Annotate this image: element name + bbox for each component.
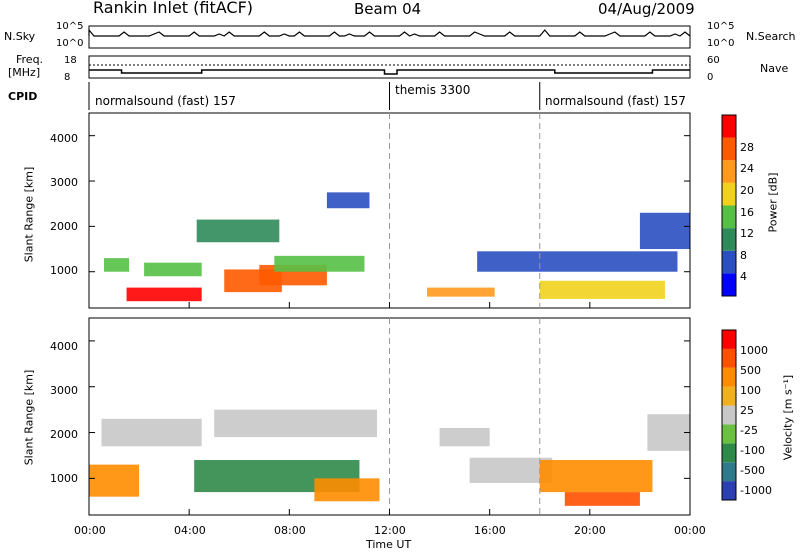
nave-tick-low: 0	[707, 72, 714, 83]
power-colorbar-frame	[721, 114, 737, 297]
velocity-colorbar-swatch	[722, 386, 736, 406]
power-colorbar-swatch	[722, 205, 736, 229]
power-echo-region	[477, 251, 678, 272]
xtick-2000: 20:00	[574, 524, 606, 537]
xtick-0000: 00:00	[74, 524, 106, 537]
velocity-cb-tick-500: 500	[740, 364, 761, 377]
power-cb-tick-28: 28	[740, 141, 754, 154]
power-echo-region	[144, 262, 202, 277]
power-colorbar-swatch	[722, 115, 736, 138]
freq-label: Freq.	[16, 53, 44, 66]
xtick-1200: 12:00	[374, 524, 406, 537]
nsearch-label: N.Search	[746, 30, 796, 43]
power-echo-region	[427, 287, 495, 297]
velocity-echo-region	[539, 460, 653, 493]
velocity-ylabel: Slant Range [km]	[22, 369, 36, 466]
power-colorbar-swatch	[722, 250, 736, 274]
power-ytick-2000: 2000	[50, 220, 78, 233]
velocity-echo-region	[469, 457, 553, 483]
velocity-ytick-3000: 3000	[50, 384, 78, 397]
x-axis-label: Time UT	[366, 538, 412, 551]
nsky-label: N.Sky	[4, 30, 36, 43]
power-echo-region	[104, 258, 130, 272]
nsearch-tick-high: 10^5	[707, 21, 735, 32]
freq-unit-label: [MHz]	[8, 66, 41, 79]
power-echo-region	[196, 219, 280, 243]
velocity-cb-tick-neg100: -100	[740, 444, 765, 457]
xtick-1600: 16:00	[474, 524, 506, 537]
velocity-echo-region	[314, 478, 380, 502]
velocity-cb-tick-1000: 1000	[740, 344, 768, 357]
cpid-segment-1: normalsound (fast) 157	[95, 94, 236, 108]
velocity-cb-tick-25: 25	[740, 404, 754, 417]
xtick-0400: 04:00	[174, 524, 206, 537]
date-title: 04/Aug/2009	[598, 0, 695, 18]
velocity-colorbar-label: Velocity [m s⁻¹]	[781, 374, 795, 461]
nsky-tick-low: 10^0	[56, 38, 84, 49]
velocity-colorbar-swatch	[722, 443, 736, 463]
power-ytick-4000: 4000	[50, 132, 78, 145]
freq-trace	[89, 69, 690, 75]
freq-tick-high: 18	[64, 55, 77, 66]
velocity-cb-tick-100: 100	[740, 384, 761, 397]
power-echo-region	[126, 287, 202, 302]
velocity-colorbar-swatch	[722, 367, 736, 387]
power-echo-region	[539, 280, 665, 299]
nsearch-tick-low: 10^0	[707, 38, 735, 49]
power-ylabel: Slant Range [km]	[22, 166, 36, 263]
velocity-colorbar-swatch	[722, 330, 736, 349]
beam-title: Beam 04	[354, 0, 422, 18]
xtick-0800: 08:00	[274, 524, 306, 537]
power-cb-tick-20: 20	[740, 184, 754, 197]
nave-tick-high: 60	[707, 55, 720, 66]
velocity-echo-region	[647, 414, 690, 451]
power-cb-tick-8: 8	[740, 249, 747, 262]
velocity-echo-region	[101, 418, 202, 447]
velocity-ytick-1000: 1000	[50, 472, 78, 485]
power-cb-tick-12: 12	[740, 227, 754, 240]
velocity-cb-tick-neg25: -25	[740, 424, 758, 437]
noise-panel-frame	[88, 25, 691, 49]
velocity-echo-region	[564, 492, 640, 506]
velocity-colorbar-swatch	[722, 462, 736, 482]
power-echo-region	[639, 212, 690, 250]
power-cb-tick-4: 4	[740, 270, 747, 283]
cpid-label: CPID	[8, 90, 38, 103]
velocity-colorbar-frame	[721, 329, 737, 501]
power-echo-region	[274, 255, 365, 272]
power-colorbar-swatch	[722, 137, 736, 161]
freq-panel-frame	[88, 55, 691, 79]
power-echo-region	[326, 192, 370, 209]
velocity-colorbar-swatch	[722, 348, 736, 368]
power-colorbar-label: Power [dB]	[766, 172, 780, 233]
nave-label: Nave	[760, 62, 789, 75]
power-colorbar-swatch	[722, 182, 736, 206]
velocity-cb-tick-neg1000: -1000	[740, 484, 772, 497]
velocity-echo-region	[89, 464, 140, 497]
power-cb-tick-24: 24	[740, 162, 754, 175]
velocity-cb-tick-neg500: -500	[740, 464, 765, 477]
power-cb-tick-16: 16	[740, 206, 754, 219]
cpid-segment-2: themis 3300	[395, 83, 471, 97]
velocity-ytick-2000: 2000	[50, 428, 78, 441]
velocity-echo-region	[214, 409, 377, 438]
freq-tick-low: 8	[64, 72, 71, 83]
velocity-colorbar-swatch	[722, 424, 736, 444]
noise-trace	[88, 28, 691, 37]
velocity-ytick-4000: 4000	[50, 340, 78, 353]
velocity-colorbar-swatch	[722, 405, 736, 425]
cpid-segment-3: normalsound (fast) 157	[545, 94, 686, 108]
velocity-echo-region	[439, 427, 490, 447]
power-colorbar-swatch	[722, 160, 736, 183]
station-title: Rankin Inlet (fitACF)	[93, 0, 254, 17]
velocity-colorbar-swatch	[722, 481, 736, 500]
nsky-tick-high: 10^5	[56, 21, 84, 32]
power-ytick-3000: 3000	[50, 176, 78, 189]
xtick-2400: 00:00	[674, 524, 706, 537]
power-colorbar-swatch	[722, 273, 736, 296]
power-colorbar-swatch	[722, 228, 736, 251]
power-ytick-1000: 1000	[50, 264, 78, 277]
